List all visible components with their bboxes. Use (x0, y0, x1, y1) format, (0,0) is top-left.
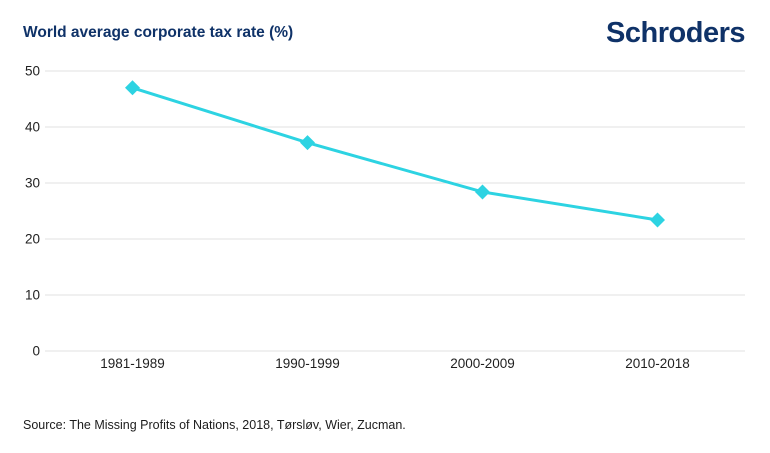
x-axis-tick-label: 2000-2009 (450, 356, 515, 371)
data-point-diamond (475, 184, 490, 200)
x-axis-tick-label: 2010-2018 (625, 356, 690, 371)
schroders-logo-text: Schroders (606, 17, 745, 49)
y-axis-tick-label: 0 (32, 344, 40, 359)
y-axis-tick-label: 30 (25, 176, 40, 191)
data-point-diamond (300, 135, 315, 151)
x-axis-tick-label: 1990-1999 (275, 356, 340, 371)
data-point-diamond (125, 80, 140, 96)
tax-rate-line (132, 86, 658, 222)
y-axis-tick-label: 10 (25, 288, 40, 303)
schroders-logo: Schroders (606, 16, 745, 51)
chart-title: World average corporate tax rate (%) (23, 24, 294, 41)
y-axis-tick-label: 50 (25, 64, 40, 79)
source-attribution: Source: The Missing Profits of Nations, … (23, 418, 406, 432)
x-axis-tick-label: 1981-1989 (100, 356, 165, 371)
data-point-diamond (650, 212, 665, 228)
y-axis-tick-label: 20 (25, 232, 40, 247)
logo-notched-o: o (668, 17, 687, 49)
y-axis-tick-label: 40 (25, 120, 40, 135)
